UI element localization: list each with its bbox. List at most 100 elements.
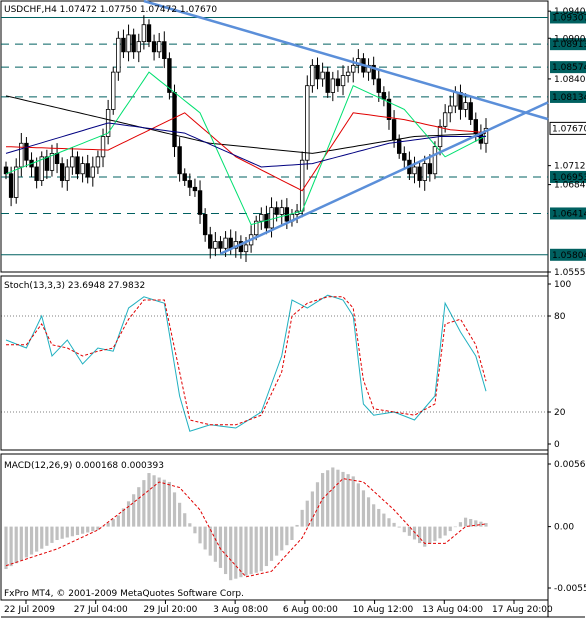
candle-body <box>95 156 101 168</box>
price-axis-labels: 1.09400 1.09000 1.08400 1.07120 1.06840 1.055… <box>548 7 586 278</box>
macd-bar <box>132 494 136 527</box>
macd-bar <box>137 487 141 527</box>
candle-body <box>381 92 387 100</box>
candle-body <box>44 156 50 171</box>
macd-bar <box>366 497 371 527</box>
level-label: 1.08913 <box>552 40 586 50</box>
candle-body <box>325 71 330 93</box>
macd-bar <box>111 519 115 527</box>
level-label: 1.06414 <box>552 209 586 219</box>
macd-bar <box>19 526 23 561</box>
macd-bar <box>361 490 366 527</box>
macd-bar <box>167 481 172 527</box>
macd-bar <box>372 504 376 527</box>
macd-bar <box>259 526 263 572</box>
price-tick-label: 1.06840 <box>554 181 586 191</box>
macd-bar <box>484 523 488 527</box>
macd-bar <box>310 491 314 527</box>
macd-bar <box>433 526 437 542</box>
candle-body <box>279 207 284 215</box>
macd-bar <box>162 479 166 527</box>
candle-body <box>116 37 121 73</box>
macd-bar <box>295 524 299 527</box>
candle-body <box>24 142 29 161</box>
candle-body <box>269 207 274 229</box>
macd-bar <box>469 519 473 527</box>
candle-body <box>351 64 356 73</box>
macd-bar <box>331 467 335 527</box>
stoch-main-line <box>5 294 487 432</box>
level-label: 1.08134 <box>552 93 586 103</box>
price-tick-label: 1.09400 <box>554 7 586 17</box>
candle-body <box>172 92 177 148</box>
macd-bar <box>234 526 238 579</box>
macd-bar <box>218 526 223 568</box>
macd-bar <box>50 526 54 543</box>
trendline <box>219 101 549 255</box>
candle-body <box>320 71 325 80</box>
price-tick-label: 1.07120 <box>554 162 586 172</box>
macd-bar <box>356 483 360 527</box>
candle-body <box>335 78 341 87</box>
candle-body <box>366 64 371 73</box>
macd-bar <box>300 509 304 527</box>
candle-body <box>85 163 90 178</box>
stoch-signal-line <box>6 296 487 426</box>
macd-signal-path <box>5 478 487 578</box>
candle-body <box>274 207 279 215</box>
candle-body <box>121 37 126 53</box>
time-tick-label: 22 Jul 2009 <box>4 605 55 615</box>
time-tick-label: 6 Aug 00:00 <box>283 605 338 615</box>
macd-bar <box>86 526 90 533</box>
macd-bar <box>106 522 110 527</box>
macd-bar <box>24 526 29 558</box>
stochastic-lines <box>1 294 548 432</box>
price-tick-label: 1.05550 <box>554 268 586 278</box>
candle-body <box>218 241 223 249</box>
ma-navy-line <box>5 122 486 168</box>
level-label-bg <box>550 207 586 220</box>
macd-bar <box>70 526 74 537</box>
macd-bar <box>29 526 34 555</box>
candle-body <box>70 156 75 168</box>
candle-body <box>59 163 65 181</box>
candle-body <box>151 41 157 53</box>
candle-body <box>223 237 228 249</box>
macd-bar <box>264 526 269 567</box>
current-price-bg <box>549 121 586 135</box>
macd-bar <box>474 520 478 527</box>
candle-body <box>167 58 172 93</box>
time-tick-label: 10 Aug 12:00 <box>353 605 414 615</box>
stoch-tick-label: 80 <box>554 312 566 322</box>
level-label-bg <box>550 170 586 183</box>
macd-bar <box>448 526 452 532</box>
candle-body <box>49 153 55 171</box>
macd-bar <box>40 526 44 549</box>
candle-body <box>254 220 259 236</box>
macd-bar <box>188 523 192 527</box>
level-label: 1.06953 <box>552 173 586 183</box>
candle-body <box>202 214 208 236</box>
macd-bar <box>423 526 427 547</box>
macd-bar <box>178 502 182 527</box>
macd-bar <box>397 526 401 528</box>
candle-body <box>126 34 131 53</box>
candle-body <box>238 241 244 253</box>
candle-body <box>330 78 336 93</box>
level-label: 1.08574 <box>552 63 586 73</box>
trendlines[interactable] <box>143 0 549 255</box>
macd-bar <box>65 526 69 538</box>
candle-body <box>187 180 193 188</box>
level-label-bg <box>550 38 586 51</box>
macd-bar <box>193 526 197 534</box>
horizontal-levels[interactable]: 1.09307 1.08913 1.08574 1.08134 1.06953 1.064… <box>1 11 586 261</box>
macd-axis-labels: 0.00561 0.00 -0.00550 <box>548 460 586 594</box>
macd-signal-line <box>5 478 487 578</box>
ma-red-line <box>5 112 487 192</box>
macd-bar <box>4 526 8 570</box>
macd-bar <box>285 526 289 546</box>
macd-bar <box>208 526 212 556</box>
macd-bar <box>458 522 463 527</box>
candle-body <box>8 173 14 198</box>
